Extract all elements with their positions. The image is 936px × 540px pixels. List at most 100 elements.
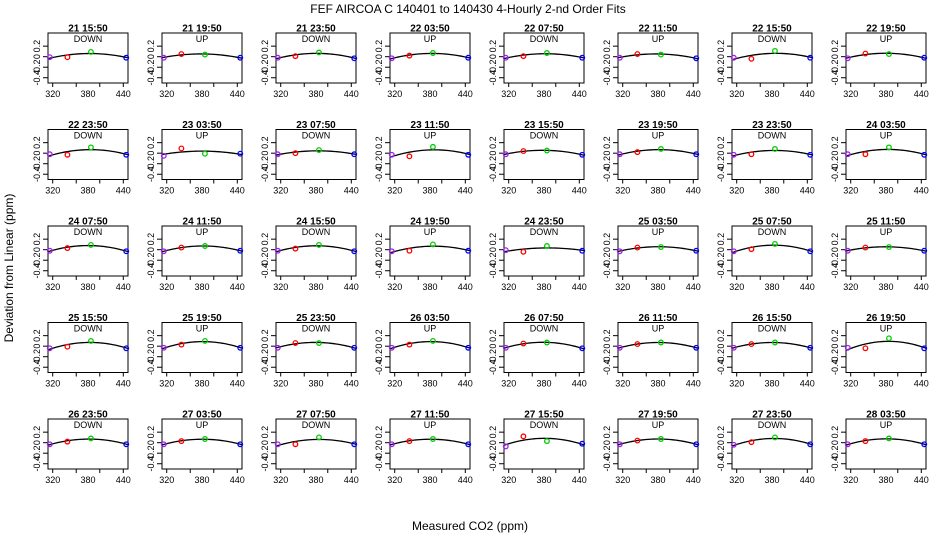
x-tick-label: 380 bbox=[308, 475, 323, 485]
panel-title: 23 07:50 bbox=[296, 120, 336, 131]
x-tick-label: 440 bbox=[344, 186, 359, 196]
data-point bbox=[46, 345, 53, 352]
data-point bbox=[885, 335, 892, 342]
x-tick-label: 320 bbox=[45, 379, 60, 389]
y-tick-label: 0.2 bbox=[146, 426, 156, 439]
x-tick-label: 440 bbox=[572, 186, 587, 196]
y-tick-label: -0.4 bbox=[260, 359, 270, 375]
fit-curve bbox=[389, 245, 471, 254]
x-tick-label: 320 bbox=[729, 282, 744, 292]
y-tick-label: -0.2 bbox=[260, 252, 270, 268]
panel-subtitle: UP bbox=[424, 34, 437, 44]
panel-title: 27 03:50 bbox=[182, 410, 222, 421]
x-tick-label: 380 bbox=[422, 186, 437, 196]
data-point bbox=[844, 151, 851, 158]
x-tick-label: 380 bbox=[536, 379, 551, 389]
y-tick-label: 0 bbox=[146, 247, 156, 252]
data-point bbox=[657, 244, 664, 251]
panel-subtitle: UP bbox=[424, 324, 437, 334]
data-point bbox=[579, 151, 586, 158]
data-point bbox=[315, 241, 322, 248]
x-tick-label: 320 bbox=[729, 89, 744, 99]
y-tick-label: -0.2 bbox=[488, 349, 498, 365]
y-tick-label: -0.2 bbox=[32, 445, 42, 461]
y-tick-label: -0.2 bbox=[488, 252, 498, 268]
x-tick-label: 320 bbox=[615, 282, 630, 292]
panel-subtitle: DOWN bbox=[758, 34, 787, 44]
panel-title: 22 19:50 bbox=[866, 24, 906, 35]
x-tick-label: 440 bbox=[686, 89, 701, 99]
x-tick-label: 320 bbox=[387, 379, 402, 389]
y-tick-label: -0.4 bbox=[602, 359, 612, 375]
fit-curve bbox=[845, 340, 927, 351]
x-tick-label: 440 bbox=[572, 379, 587, 389]
y-tick-label: 0.2 bbox=[146, 40, 156, 53]
panel-subtitle: UP bbox=[652, 420, 665, 430]
fit-curve bbox=[275, 245, 357, 253]
data-point bbox=[616, 441, 623, 448]
y-tick-label: -0.4 bbox=[716, 166, 726, 182]
y-tick-label: 0 bbox=[32, 54, 42, 59]
data-point bbox=[315, 49, 322, 56]
y-tick-label: -0.2 bbox=[830, 252, 840, 268]
y-tick-label: -0.2 bbox=[602, 156, 612, 172]
x-tick-label: 320 bbox=[501, 186, 516, 196]
y-tick-label: 0.2 bbox=[488, 136, 498, 149]
fit-curve bbox=[389, 52, 471, 60]
data-point bbox=[429, 436, 436, 442]
panel-subtitle: DOWN bbox=[74, 34, 103, 44]
data-point bbox=[406, 153, 413, 160]
x-tick-label: 380 bbox=[422, 282, 437, 292]
panel-title: 24 03:50 bbox=[866, 120, 906, 131]
y-tick-label: -0.2 bbox=[32, 59, 42, 75]
panel-subtitle: DOWN bbox=[74, 324, 103, 334]
x-tick-label: 440 bbox=[344, 282, 359, 292]
x-tick-label: 380 bbox=[764, 186, 779, 196]
data-point bbox=[351, 55, 358, 62]
x-tick-label: 320 bbox=[273, 282, 288, 292]
data-point bbox=[64, 54, 71, 61]
x-tick-label: 380 bbox=[764, 475, 779, 485]
x-tick-label: 380 bbox=[536, 186, 551, 196]
x-tick-label: 440 bbox=[458, 282, 473, 292]
y-tick-label: 0 bbox=[716, 247, 726, 252]
figure-title: FEF AIRCOA C 140401 to 140430 4-Hourly 2… bbox=[310, 2, 625, 16]
x-tick-label: 380 bbox=[764, 282, 779, 292]
y-tick-label: -0.4 bbox=[374, 263, 384, 279]
fit-curve bbox=[389, 340, 471, 350]
data-point bbox=[807, 151, 814, 158]
data-point bbox=[292, 441, 299, 448]
data-point bbox=[862, 151, 869, 158]
data-point bbox=[844, 55, 851, 62]
data-point bbox=[520, 248, 527, 255]
data-point bbox=[274, 54, 281, 61]
x-tick-label: 440 bbox=[800, 379, 815, 389]
y-tick-label: 0 bbox=[830, 151, 840, 156]
data-point bbox=[885, 435, 892, 442]
y-tick-label: 0 bbox=[488, 247, 498, 252]
data-point bbox=[771, 146, 778, 152]
y-tick-label: -0.2 bbox=[716, 59, 726, 75]
panel-title: 26 19:50 bbox=[866, 313, 906, 324]
data-point bbox=[885, 144, 892, 151]
x-tick-label: 320 bbox=[159, 475, 174, 485]
y-tick-label: 0 bbox=[374, 247, 384, 252]
data-point bbox=[634, 437, 641, 444]
data-point bbox=[502, 443, 509, 450]
data-point bbox=[123, 54, 130, 61]
y-tick-label: -0.2 bbox=[830, 156, 840, 172]
data-point bbox=[87, 435, 94, 442]
data-point bbox=[543, 339, 550, 346]
data-point bbox=[657, 146, 664, 152]
data-point bbox=[502, 151, 509, 158]
data-point bbox=[274, 441, 281, 448]
data-point bbox=[862, 50, 869, 57]
x-tick-label: 440 bbox=[344, 475, 359, 485]
